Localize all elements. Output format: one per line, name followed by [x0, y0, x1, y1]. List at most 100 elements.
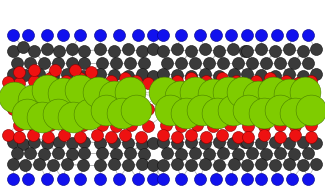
Point	[57, 50, 62, 53]
Point	[15, 61, 20, 64]
Point	[179, 33, 184, 36]
Point	[77, 77, 82, 80]
Point	[116, 33, 121, 36]
Point	[41, 61, 46, 64]
Point	[44, 33, 49, 36]
Point	[26, 177, 31, 180]
Point	[150, 74, 156, 77]
Point	[244, 33, 250, 36]
Point	[177, 94, 182, 97]
Point	[291, 153, 296, 156]
Point	[188, 74, 193, 77]
Point	[210, 93, 215, 96]
Point	[98, 48, 103, 51]
Point	[221, 61, 226, 64]
Point	[286, 93, 292, 96]
Point	[272, 140, 278, 143]
Point	[272, 74, 278, 77]
Point	[60, 92, 65, 95]
Point	[123, 133, 128, 136]
Point	[160, 33, 165, 36]
Point	[150, 141, 156, 144]
Point	[98, 164, 103, 167]
Point	[219, 77, 225, 80]
Point	[226, 91, 231, 94]
Point	[305, 33, 310, 36]
Point	[125, 74, 131, 77]
Point	[232, 163, 237, 166]
Point	[202, 141, 207, 144]
Point	[277, 107, 282, 110]
Point	[258, 74, 264, 77]
Point	[283, 80, 289, 83]
Point	[98, 141, 103, 144]
Point	[168, 108, 173, 112]
Point	[246, 107, 251, 110]
Point	[50, 74, 56, 77]
Point	[150, 48, 156, 51]
Point	[129, 106, 134, 109]
Point	[44, 89, 49, 92]
Point	[230, 48, 235, 51]
Point	[24, 112, 29, 115]
Point	[286, 72, 292, 75]
Point	[235, 135, 240, 138]
Point	[246, 135, 251, 138]
Point	[26, 107, 31, 110]
Point	[150, 177, 156, 180]
Point	[224, 107, 229, 110]
Point	[188, 50, 193, 53]
Point	[111, 140, 117, 143]
Point	[50, 164, 56, 167]
Point	[16, 124, 21, 127]
Point	[293, 125, 298, 128]
Point	[174, 135, 179, 138]
Point	[174, 80, 179, 83]
Point	[272, 164, 278, 167]
Point	[32, 50, 37, 53]
Point	[32, 80, 37, 83]
Point	[160, 82, 165, 85]
Point	[71, 116, 76, 119]
Point	[98, 33, 103, 36]
Point	[174, 48, 179, 51]
Point	[10, 72, 15, 75]
Point	[150, 164, 156, 167]
Point	[94, 82, 99, 85]
Point	[216, 164, 221, 167]
Point	[82, 152, 87, 155]
Point	[69, 153, 74, 156]
Point	[63, 80, 68, 83]
Point	[160, 177, 165, 180]
Point	[193, 61, 198, 64]
Point	[160, 50, 165, 53]
Point	[135, 33, 140, 36]
Point	[313, 72, 318, 75]
Point	[30, 98, 35, 101]
Point	[113, 107, 118, 110]
Point	[254, 80, 259, 83]
Point	[16, 70, 21, 73]
Point	[32, 125, 37, 128]
Point	[77, 135, 82, 138]
Point	[57, 140, 62, 143]
Point	[272, 50, 278, 53]
Point	[244, 72, 250, 75]
Point	[274, 33, 279, 36]
Point	[16, 135, 21, 138]
Point	[47, 77, 53, 80]
Point	[52, 68, 57, 71]
Point	[15, 152, 20, 155]
Point	[111, 94, 117, 97]
Point	[263, 61, 268, 64]
Point	[72, 107, 78, 110]
Point	[293, 112, 298, 115]
Point	[10, 177, 15, 180]
Point	[199, 108, 204, 112]
Point	[291, 61, 296, 64]
Point	[202, 163, 207, 166]
Point	[263, 153, 268, 156]
Point	[179, 125, 184, 128]
Point	[77, 33, 82, 36]
Point	[183, 112, 188, 115]
